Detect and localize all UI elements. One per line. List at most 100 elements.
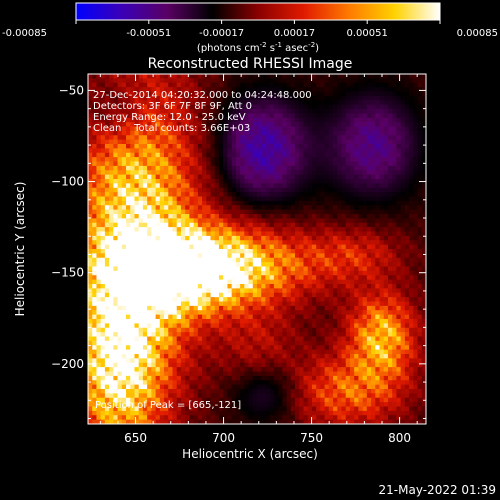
image-pixel [151,135,157,141]
image-pixel [176,113,182,119]
image-pixel [383,297,389,302]
image-pixel [354,179,359,184]
image-pixel [100,209,106,215]
image-pixel [206,122,211,127]
image-pixel [88,244,93,250]
image-pixel [126,192,131,197]
image-pixel [104,148,110,154]
image-pixel [349,279,355,285]
image-pixel [151,91,157,97]
image-pixel [113,323,118,329]
image-pixel [316,109,321,114]
image-pixel [142,227,148,232]
image-pixel [235,139,241,145]
image-pixel [138,279,144,285]
image-pixel [265,327,271,333]
image-pixel [375,200,380,206]
image-pixel [261,231,266,237]
image-pixel [328,161,334,167]
image-pixel [316,104,321,110]
image-pixel [130,130,135,136]
image-pixel [88,340,93,346]
image-pixel [88,95,93,101]
image-pixel [349,270,355,276]
image-pixel [337,301,342,307]
image-pixel [155,222,161,228]
image-pixel [366,209,372,215]
image-pixel [417,222,423,228]
image-pixel [104,179,110,184]
image-pixel [109,244,114,250]
image-pixel [421,139,427,145]
image-pixel [303,126,309,132]
image-pixel [409,122,414,127]
image-pixel [392,279,397,285]
image-plot-area: 27-Dec-2014 04:20:32.000 to 04:24:48.000… [87,73,427,425]
image-pixel [273,305,279,311]
image-pixel [138,314,144,320]
image-pixel [202,170,207,176]
image-pixel [240,109,245,114]
image-pixel [159,314,165,320]
image-pixel [392,214,397,219]
image-pixel [155,244,161,250]
image-pixel [396,222,402,228]
image-pixel [210,319,216,324]
image-pixel [358,109,364,114]
image-pixel [387,126,393,132]
image-pixel [252,200,258,206]
image-pixel [134,235,140,241]
image-pixel [164,161,169,167]
image-pixel [104,240,110,246]
image-pixel [180,183,186,189]
image-pixel [396,135,402,141]
image-pixel [303,336,309,342]
image-pixel [185,262,190,267]
image-pixel [392,275,397,281]
image-pixel [202,266,207,272]
image-pixel [248,327,254,333]
image-pixel [138,284,144,289]
image-pixel [172,109,178,114]
image-pixel [354,170,359,176]
image-pixel [307,310,313,316]
image-pixel [244,130,249,136]
image-pixel [180,152,186,158]
image-pixel [147,148,152,154]
image-pixel [151,249,157,254]
image-pixel [290,117,296,123]
image-pixel [404,305,410,311]
image-pixel [202,262,207,267]
image-pixel [392,74,397,79]
image-pixel [109,305,114,311]
image-pixel [130,262,135,267]
image-pixel [159,209,165,215]
image-pixel [193,209,199,215]
image-pixel [371,148,376,154]
image-pixel [311,100,317,106]
image-pixel [396,270,402,276]
image-pixel [252,214,258,219]
image-pixel [104,104,110,110]
image-pixel [269,231,275,237]
image-pixel [180,100,186,106]
image-pixel [113,104,118,110]
image-pixel [316,266,321,272]
image-pixel [240,95,245,101]
image-pixel [231,332,237,337]
image-pixel [278,130,283,136]
image-pixel [379,218,385,224]
image-pixel [168,275,173,281]
image-pixel [316,244,321,250]
image-pixel [299,78,304,84]
image-pixel [307,161,313,167]
image-pixel [252,139,258,145]
image-pixel [142,327,148,333]
image-pixel [413,179,418,184]
image-pixel [333,262,338,267]
image-pixel [299,109,304,114]
image-pixel [159,122,165,127]
image-pixel [235,78,241,84]
image-pixel [168,319,173,324]
image-pixel [282,200,287,206]
